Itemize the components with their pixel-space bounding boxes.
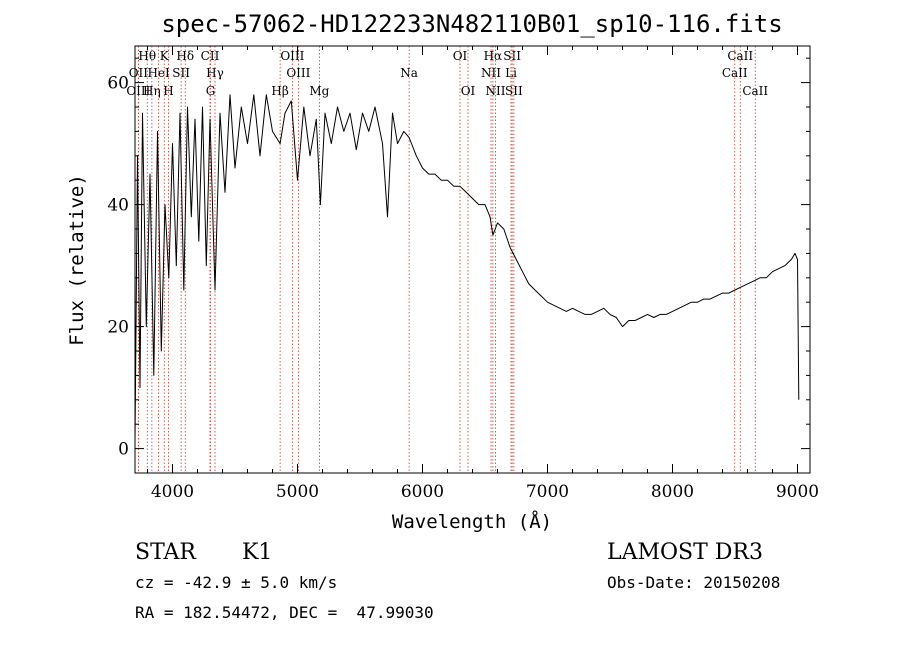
line-label: CaII	[727, 49, 753, 63]
line-label: OI	[453, 49, 468, 63]
coords-text: RA = 182.54472, DEC = 47.99030	[135, 603, 434, 622]
line-label: Hγ	[206, 66, 224, 80]
spectral-line-markers: Hθ OII OIII K HeI Hη Hδ SII H CII Hγ G OIII OIII Hβ Mg N…	[126, 46, 768, 473]
plot-frame	[134, 45, 811, 474]
classification-label: STAR	[135, 540, 196, 565]
line-label: OI	[461, 84, 476, 98]
spectrum-line	[134, 94, 800, 443]
line-label: K	[160, 49, 170, 63]
line-label: CaII	[722, 66, 748, 80]
redshift-text: cz = -42.9 ± 5.0 km/s	[135, 573, 338, 592]
line-label: OIII	[286, 66, 310, 80]
x-tick-label: 7000	[526, 482, 569, 502]
line-label: OIII	[280, 49, 304, 63]
x-tick-label: 6000	[401, 482, 444, 502]
x-tick-label: 4000	[151, 482, 194, 502]
line-label: OIII	[126, 84, 150, 98]
line-label: Mg	[309, 84, 329, 98]
line-label: H	[163, 84, 173, 98]
line-label: G	[206, 84, 216, 98]
x-tick-label: 5000	[276, 482, 319, 502]
line-label: Na	[400, 66, 418, 80]
x-tick-label: 9000	[776, 482, 819, 502]
line-label: OII	[129, 66, 149, 80]
y-tick-label: 0	[118, 440, 129, 460]
line-label: Hα	[484, 49, 503, 63]
line-label: SII	[172, 66, 190, 80]
line-label: Hδ	[176, 49, 194, 63]
line-label: NII	[481, 66, 501, 80]
line-label: Hθ	[138, 49, 156, 63]
line-label: CII	[201, 49, 220, 63]
line-label: HeI	[147, 66, 170, 80]
line-label: Hβ	[271, 84, 288, 98]
chart-title: spec-57062-HD122233N482110B01_sp10-116.f…	[161, 10, 782, 38]
line-label: SII	[503, 49, 521, 63]
x-axis: 4000 5000 6000 7000 8000 9000	[147, 46, 819, 502]
survey-label: LAMOST DR3	[607, 540, 763, 565]
x-tick-label: 8000	[651, 482, 694, 502]
y-axis-label: Flux (relative)	[66, 174, 88, 346]
y-tick-label: 20	[107, 318, 129, 338]
line-label: Hη	[143, 84, 161, 98]
y-tick-label: 40	[107, 196, 129, 216]
obs-date-text: Obs-Date: 20150208	[607, 573, 781, 592]
y-tick-label: 60	[107, 74, 129, 94]
y-axis: 0 20 40 60	[107, 57, 810, 460]
line-label: NII	[486, 84, 506, 98]
line-label: Li	[505, 66, 517, 80]
x-axis-label: Wavelength (Å)	[392, 510, 552, 533]
spectrum-series	[134, 94, 800, 443]
line-label: CaII	[742, 84, 768, 98]
subclass-label: K1	[242, 540, 273, 565]
line-label: SII	[505, 84, 523, 98]
